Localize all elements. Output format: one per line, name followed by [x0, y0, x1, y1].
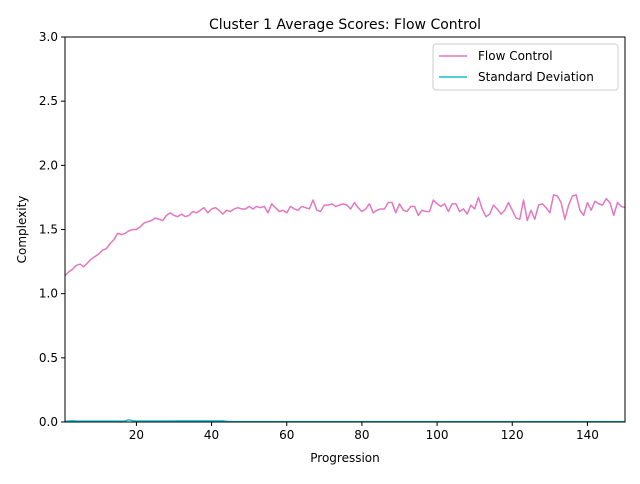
y-tick-label: 3.0: [39, 30, 58, 44]
x-tick-label: 100: [426, 428, 449, 442]
y-tick-label: 1.0: [39, 287, 58, 301]
x-tick-label: 20: [129, 428, 144, 442]
y-tick-label: 2.0: [39, 158, 58, 172]
plot-frame: [64, 36, 626, 423]
x-axis: 20 40 60 80 100 120 140: [129, 422, 599, 442]
y-tick-label: 0.0: [39, 415, 58, 429]
series-line-1: [64, 418, 625, 423]
x-tick-label: 140: [576, 428, 599, 442]
y-tick-label: 1.5: [39, 223, 58, 237]
y-tick-label: 0.5: [39, 351, 58, 365]
x-tick-label: 80: [354, 428, 369, 442]
legend-box: [432, 43, 619, 91]
legend-label-1: Standard Deviation: [478, 70, 594, 84]
x-tick-label: 120: [501, 428, 524, 442]
x-tick-label: 40: [204, 428, 219, 442]
legend: Flow Control Standard Deviation: [432, 43, 619, 91]
x-tick-label: 60: [279, 428, 294, 442]
y-axis-label: Complexity: [15, 196, 29, 264]
chart-title: Cluster 1 Average Scores: Flow Control: [209, 17, 481, 33]
y-axis: 0.0 0.5 1.0 1.5 2.0 2.5 3.0: [39, 30, 65, 429]
series-layer: [64, 194, 626, 423]
y-tick-label: 2.5: [39, 94, 58, 108]
legend-label-0: Flow Control: [478, 49, 553, 63]
x-axis-label: Progression: [310, 451, 380, 465]
series-line-0: [64, 194, 626, 277]
